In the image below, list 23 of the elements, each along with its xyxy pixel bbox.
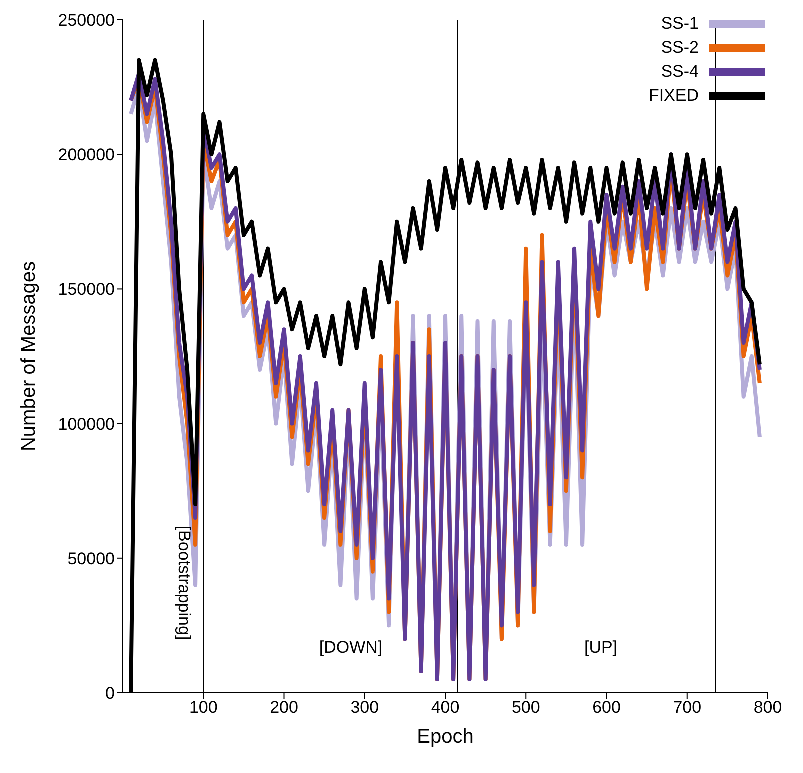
x-tick-label: 100 (189, 698, 218, 718)
x-tick-label: 700 (673, 698, 702, 718)
annotation: [UP] (584, 638, 618, 658)
annotation: [Bootstrapping] (174, 526, 194, 640)
annotation: [DOWN] (319, 638, 383, 658)
x-tick-label: 800 (754, 698, 782, 718)
y-tick-label: 200000 (58, 146, 115, 165)
y-tick-label: 0 (106, 684, 115, 704)
x-tick-label: 400 (431, 698, 460, 718)
y-tick-label: 250000 (58, 11, 115, 30)
legend-label: SS-1 (661, 14, 699, 34)
legend-label: SS-4 (661, 62, 699, 82)
legend-label: FIXED (648, 86, 699, 106)
y-tick-label: 50000 (68, 549, 115, 568)
x-tick-label: 500 (512, 698, 540, 718)
x-tick-label: 200 (270, 698, 298, 718)
y-tick-label: 100000 (58, 414, 115, 434)
y-axis-title: Number of Messages (18, 261, 40, 452)
legend-label: SS-2 (661, 38, 699, 58)
x-tick-label: 600 (592, 698, 621, 718)
x-axis-title: Epoch (417, 726, 474, 748)
x-tick-label: 300 (350, 698, 380, 718)
y-tick-label: 150000 (58, 280, 115, 300)
